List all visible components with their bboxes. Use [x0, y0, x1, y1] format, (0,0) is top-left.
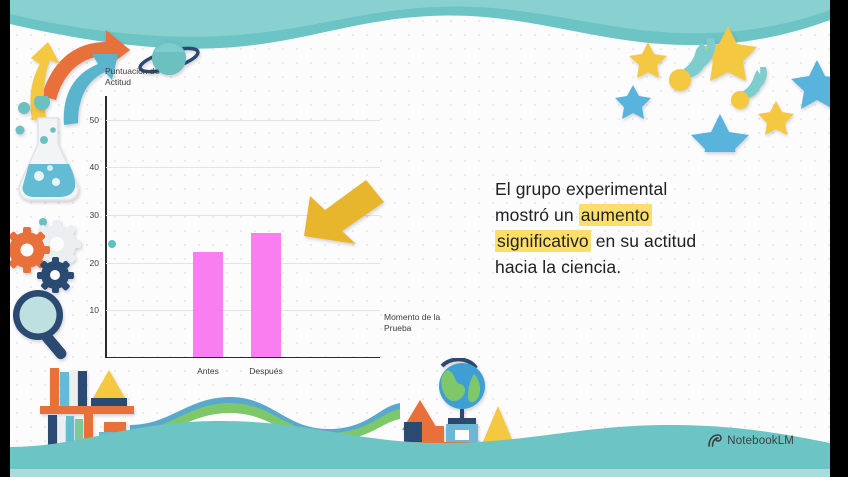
- top-wave-decoration: [10, 0, 830, 49]
- orange-curved-arrow: [42, 30, 130, 100]
- highlight-significativo: significativo: [495, 230, 591, 252]
- gridline: [106, 119, 380, 121]
- text-line-2-pre: mostró un: [495, 205, 579, 225]
- green-blue-ribbon-decoration: [130, 397, 400, 441]
- gridline: [106, 167, 380, 169]
- gridline: [106, 262, 380, 264]
- y-tick-label: 50: [89, 114, 99, 125]
- magnifying-glass-icon: [13, 290, 67, 360]
- notebooklm-logo: NotebookLM: [708, 434, 794, 447]
- y-tick-label: 40: [89, 162, 99, 173]
- star-blue-right: [791, 60, 830, 109]
- body-paragraph: El grupo experimental mostró un aumento …: [495, 176, 795, 280]
- letterbox-left: [0, 0, 10, 477]
- x-axis-line: [105, 356, 380, 358]
- planet-icon: [138, 41, 200, 75]
- bar-chart: Puntuación de Actitud 10 20 30 40 50 Antes De…: [90, 66, 441, 376]
- star-yellow-large: [699, 26, 757, 81]
- bottom-wave-decoration: [10, 421, 830, 477]
- y-axis-title: Puntuación de Actitud: [105, 66, 160, 87]
- notebooklm-spiral-icon: [708, 434, 723, 447]
- science-flask-icon: [15, 96, 80, 201]
- block-navy: [404, 422, 422, 444]
- y-axis-line: [105, 96, 107, 358]
- text-line-3-post: en su actitud: [590, 231, 697, 251]
- letterbox-right: [830, 0, 848, 477]
- y-tick-label: 10: [89, 305, 99, 316]
- comet-large: [669, 38, 716, 91]
- triangle-yellow: [482, 406, 514, 444]
- gridline: [106, 215, 380, 217]
- yellow-pointer-arrow: [304, 180, 384, 244]
- highlight-aumento: aumento: [578, 204, 652, 226]
- star-yellow-small-left: [629, 42, 667, 78]
- notebooklm-logo-text: NotebookLM: [727, 434, 794, 447]
- teal-curved-arrow: [63, 54, 118, 125]
- teal-dot-decoration: [108, 240, 116, 248]
- x-tick-label: Después: [249, 366, 283, 376]
- chart-plot-area: 10 20 30 40 50 Antes Después: [90, 96, 380, 376]
- star-yellow-small-right: [758, 101, 794, 135]
- comet-small: [731, 67, 767, 109]
- triangle-block-yellow: [91, 370, 127, 406]
- stars-and-comets-decoration: [615, 26, 830, 152]
- slide-canvas: Puntuación de Actitud 10 20 30 40 50 Antes De…: [10, 0, 830, 477]
- block-orange: [422, 426, 444, 444]
- text-line-4: hacia la ciencia.: [495, 257, 622, 277]
- bar-antes: [193, 251, 223, 357]
- y-tick-label: 30: [89, 210, 99, 221]
- star-blue-bottom: [691, 114, 749, 152]
- globe-on-stand-icon: [439, 358, 485, 444]
- star-blue-small: [615, 85, 651, 119]
- gridline: [106, 310, 380, 312]
- text-line-1: El grupo experimental: [495, 179, 668, 199]
- y-tick-label: 20: [89, 257, 99, 268]
- gears-icon: [10, 218, 81, 293]
- x-tick-label: Antes: [197, 366, 219, 376]
- bar-después: [251, 232, 281, 357]
- x-axis-title: Momento de la Prueba: [384, 312, 441, 333]
